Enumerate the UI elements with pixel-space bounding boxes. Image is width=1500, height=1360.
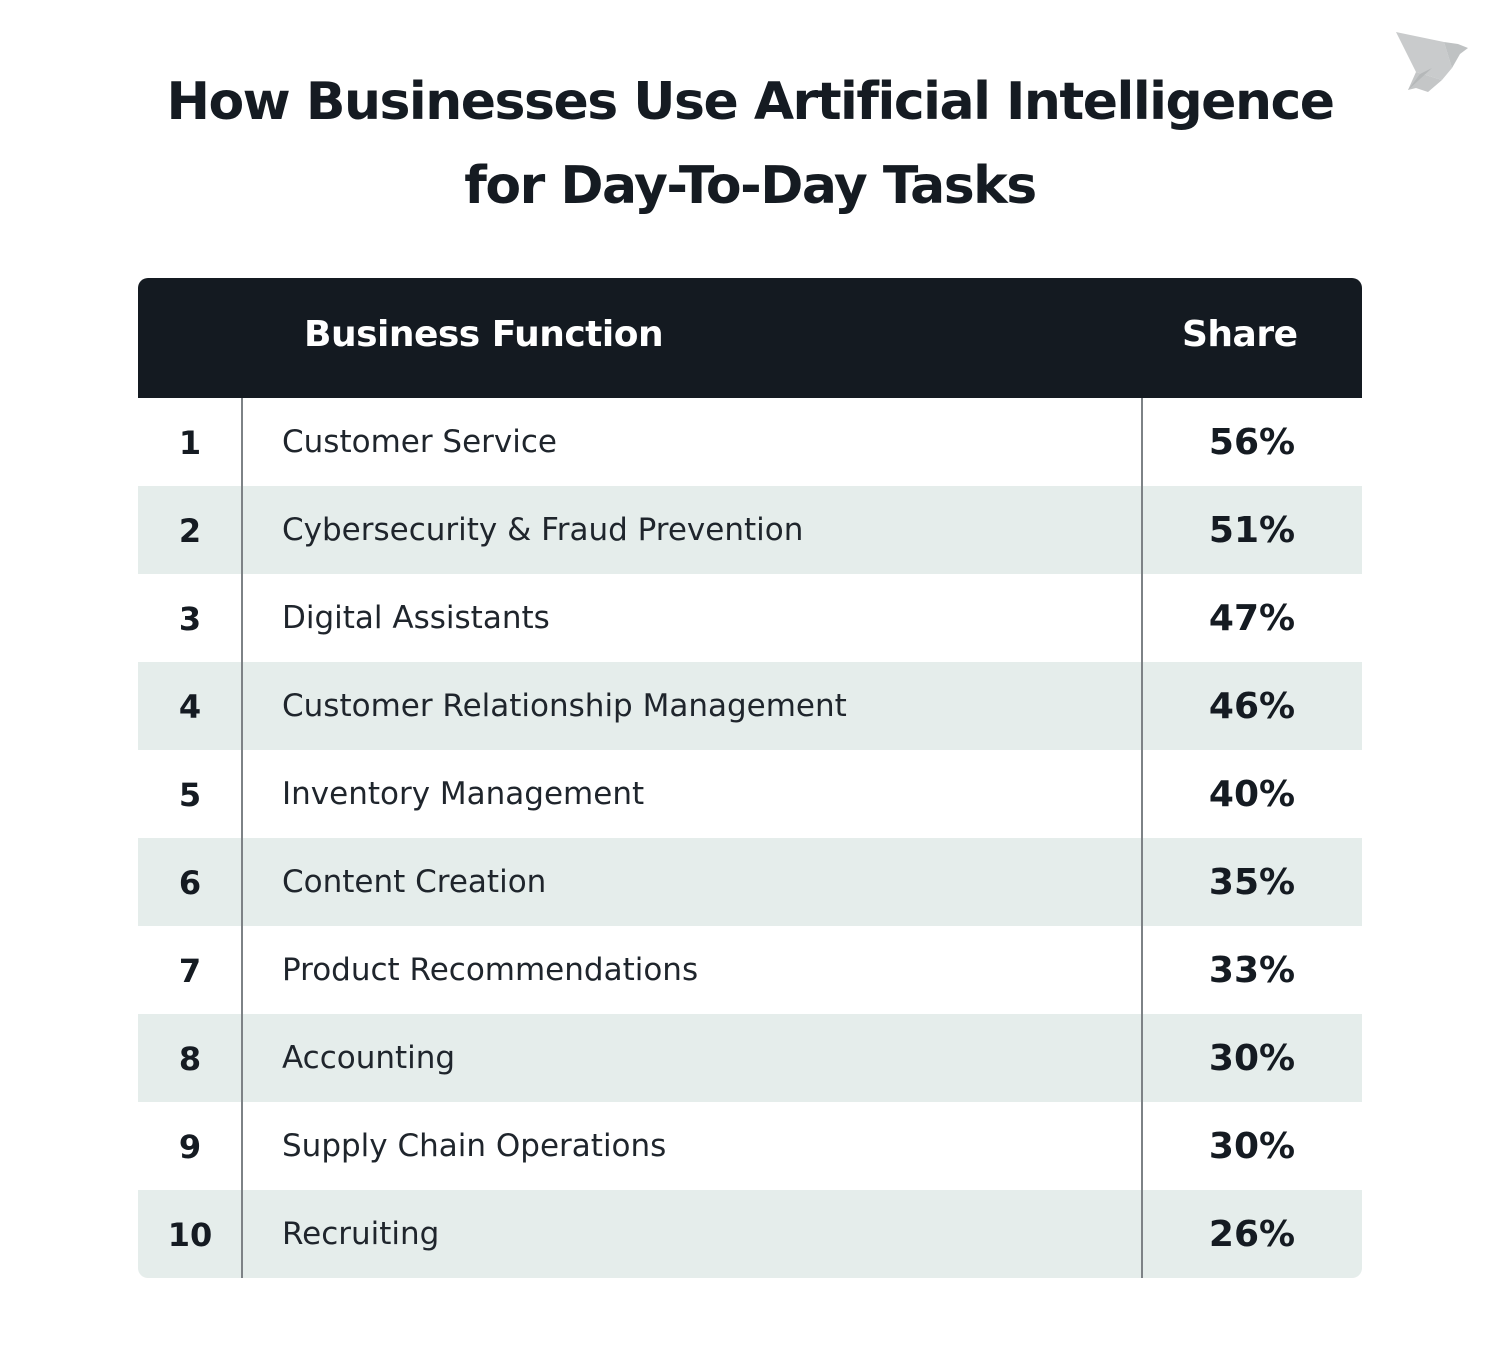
function-cell: Accounting <box>282 1040 456 1076</box>
title: How Businesses Use Artificial Intelligen… <box>0 60 1500 228</box>
table-row: 6 Content Creation 35% <box>138 838 1362 926</box>
rank-cell: 6 <box>178 864 202 902</box>
function-cell: Inventory Management <box>282 776 645 812</box>
origami-bird-icon <box>1396 32 1468 92</box>
title-line-1: How Businesses Use Artificial Intelligen… <box>166 72 1335 132</box>
share-cell: 30% <box>1208 1126 1296 1167</box>
table-row: 10 Recruiting 26% <box>138 1190 1362 1278</box>
share-cell: 35% <box>1208 862 1296 903</box>
column-divider <box>241 398 243 1278</box>
table-header: Business Function Share <box>138 278 1362 398</box>
share-cell: 26% <box>1208 1214 1296 1255</box>
rank-cell: 9 <box>178 1128 202 1166</box>
function-cell: Customer Service <box>282 424 558 460</box>
title-line-2: for Day-To-Day Tasks <box>464 156 1037 216</box>
function-cell: Product Recommendations <box>282 952 699 988</box>
share-cell: 51% <box>1208 510 1296 551</box>
column-header-function: Business Function <box>304 314 664 355</box>
rank-cell: 4 <box>178 688 202 726</box>
rank-cell: 10 <box>167 1216 213 1254</box>
column-divider <box>1141 398 1143 1278</box>
share-cell: 56% <box>1208 422 1296 463</box>
function-cell: Content Creation <box>282 864 547 900</box>
table-row: 1 Customer Service 56% <box>138 398 1362 486</box>
share-cell: 47% <box>1208 598 1296 639</box>
rank-cell: 7 <box>178 952 202 990</box>
function-cell: Supply Chain Operations <box>282 1128 667 1164</box>
rank-cell: 5 <box>178 776 202 814</box>
share-cell: 46% <box>1208 686 1296 727</box>
table-row: 8 Accounting 30% <box>138 1014 1362 1102</box>
column-header-share: Share <box>1182 314 1298 355</box>
table-row: 9 Supply Chain Operations 30% <box>138 1102 1362 1190</box>
table-row: 2 Cybersecurity & Fraud Prevention 51% <box>138 486 1362 574</box>
function-cell: Customer Relationship Management <box>282 688 847 724</box>
function-cell: Recruiting <box>282 1216 440 1252</box>
function-cell: Cybersecurity & Fraud Prevention <box>282 512 804 548</box>
table-row: 7 Product Recommendations 33% <box>138 926 1362 1014</box>
rank-cell: 8 <box>178 1040 202 1078</box>
rank-cell: 3 <box>178 600 202 638</box>
share-cell: 30% <box>1208 1038 1296 1079</box>
rank-cell: 2 <box>178 512 202 550</box>
rank-cell: 1 <box>178 424 202 462</box>
table-row: 4 Customer Relationship Management 46% <box>138 662 1362 750</box>
table-row: 3 Digital Assistants 47% <box>138 574 1362 662</box>
share-cell: 40% <box>1208 774 1296 815</box>
share-cell: 33% <box>1208 950 1296 991</box>
data-table: Business Function Share 1 Customer Servic… <box>138 278 1362 1278</box>
table-row: 5 Inventory Management 40% <box>138 750 1362 838</box>
function-cell: Digital Assistants <box>282 600 550 636</box>
